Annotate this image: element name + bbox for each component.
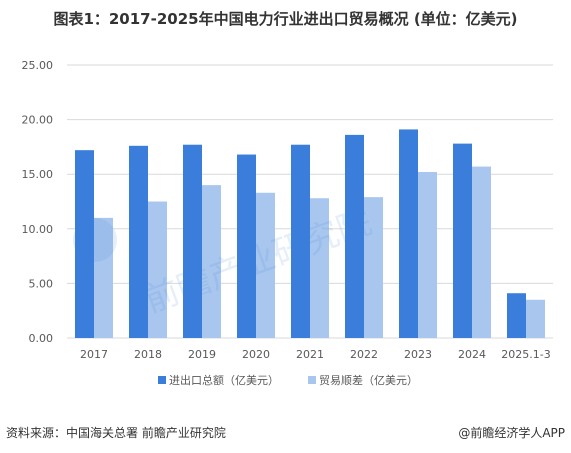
x-tick-label: 2022	[350, 348, 378, 361]
x-tick-label: 2020	[242, 348, 270, 361]
bar-total-2025.1-3	[507, 293, 526, 338]
bar-total-2023	[399, 129, 418, 338]
bar-surplus-2024	[472, 166, 491, 338]
y-tick-label: 15.00	[22, 168, 54, 181]
bar-total-2024	[453, 143, 472, 338]
y-tick-label: 5.00	[29, 277, 54, 290]
bar-total-2017	[75, 150, 94, 338]
legend-label-2: 贸易顺差（亿美元）	[319, 373, 418, 387]
chart-title: 图表1：2017-2025年中国电力行业进出口贸易概况 (单位：亿美元)	[53, 10, 518, 28]
x-tick-label: 2024	[458, 348, 486, 361]
x-axis-ticks: 2017 2018 2019 2020 2021 2022 2023 2024 2025.1-3	[80, 348, 551, 361]
x-tick-label: 2017	[80, 348, 108, 361]
y-tick-label: 10.00	[22, 223, 54, 236]
y-axis-ticks: 0.00 5.00 10.00 15.00 20.00 25.00	[22, 59, 54, 345]
legend-label-1: 进出口总额（亿美元）	[169, 373, 279, 387]
y-tick-label: 20.00	[22, 114, 54, 127]
y-tick-label: 0.00	[29, 332, 54, 345]
bar-surplus-2019	[202, 185, 221, 338]
bar-surplus-2017	[94, 217, 113, 338]
x-tick-label: 2023	[404, 348, 432, 361]
bar-total-2019	[183, 144, 202, 338]
bar-total-2021	[291, 144, 310, 338]
x-tick-label: 2021	[296, 348, 324, 361]
x-tick-label: 2019	[188, 348, 216, 361]
y-tick-label: 25.00	[22, 59, 54, 72]
bar-surplus-2025.1-3	[526, 299, 545, 338]
bar-surplus-2020	[256, 192, 275, 338]
bar-total-2018	[129, 145, 148, 338]
bar-total-2022	[345, 134, 364, 338]
brand-credit: @前瞻经济学人APP	[458, 426, 565, 440]
bars	[75, 129, 545, 338]
x-tick-label: 2018	[134, 348, 162, 361]
source-note: 资料来源：中国海关总署 前瞻产业研究院	[6, 426, 226, 440]
bar-surplus-2018	[148, 201, 167, 338]
legend: 进出口总额（亿美元） 贸易顺差（亿美元）	[158, 373, 418, 387]
x-tick-label: 2025.1-3	[501, 348, 550, 361]
bar-surplus-2021	[310, 198, 329, 338]
legend-swatch-1	[158, 376, 166, 384]
bar-total-2020	[237, 154, 256, 338]
legend-swatch-2	[308, 376, 316, 384]
bar-surplus-2022	[364, 197, 383, 338]
bar-surplus-2023	[418, 172, 437, 338]
